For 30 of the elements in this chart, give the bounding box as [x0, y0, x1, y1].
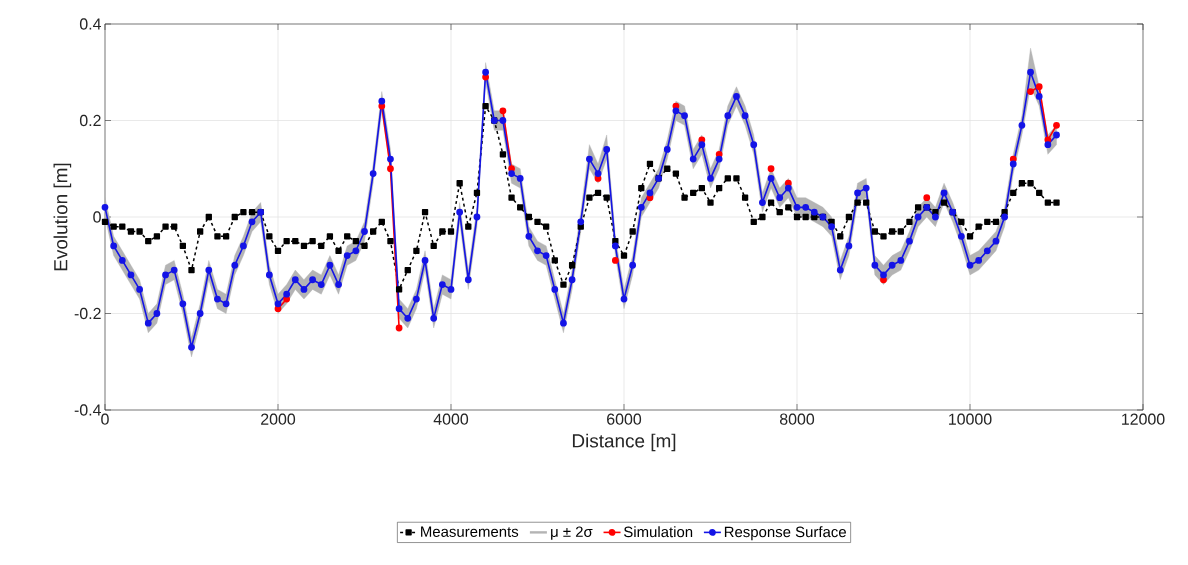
- legend-label: Measurements: [421, 526, 519, 537]
- legend-label: μ ± 2σ: [551, 526, 593, 540]
- x-tick-label: 12000: [1122, 413, 1165, 425]
- point: [880, 276, 887, 284]
- y-tick-label: -0.2: [74, 307, 101, 320]
- y-tick-label: -0.4: [74, 404, 101, 416]
- point: [499, 107, 507, 115]
- x-tick-label: 6000: [607, 413, 642, 425]
- point: [767, 165, 775, 173]
- y-tick-label: 0: [93, 211, 101, 223]
- point: [387, 165, 394, 173]
- x-tick-label: 2000: [261, 413, 296, 425]
- x-tick-label: 4000: [433, 413, 469, 425]
- point: [923, 194, 931, 202]
- point: [395, 324, 403, 332]
- legend-label: Response Surface: [724, 526, 846, 541]
- x-tick-label: 8000: [779, 413, 815, 425]
- point: [1027, 88, 1034, 95]
- point: [283, 295, 291, 303]
- point: [611, 257, 619, 264]
- x-axis-title: Distance [m]: [572, 433, 676, 452]
- x-tick-label: 10000: [949, 413, 992, 425]
- point: [1035, 83, 1043, 91]
- y-tick-label: 0.4: [79, 18, 101, 30]
- point: [1053, 121, 1060, 129]
- legend-label: Simulation: [624, 526, 693, 538]
- x-tick-label: 0: [101, 413, 109, 425]
- y-axis-title: Evolution [m]: [53, 163, 72, 271]
- y-tick-label: 0.2: [79, 114, 101, 127]
- point: [784, 179, 792, 187]
